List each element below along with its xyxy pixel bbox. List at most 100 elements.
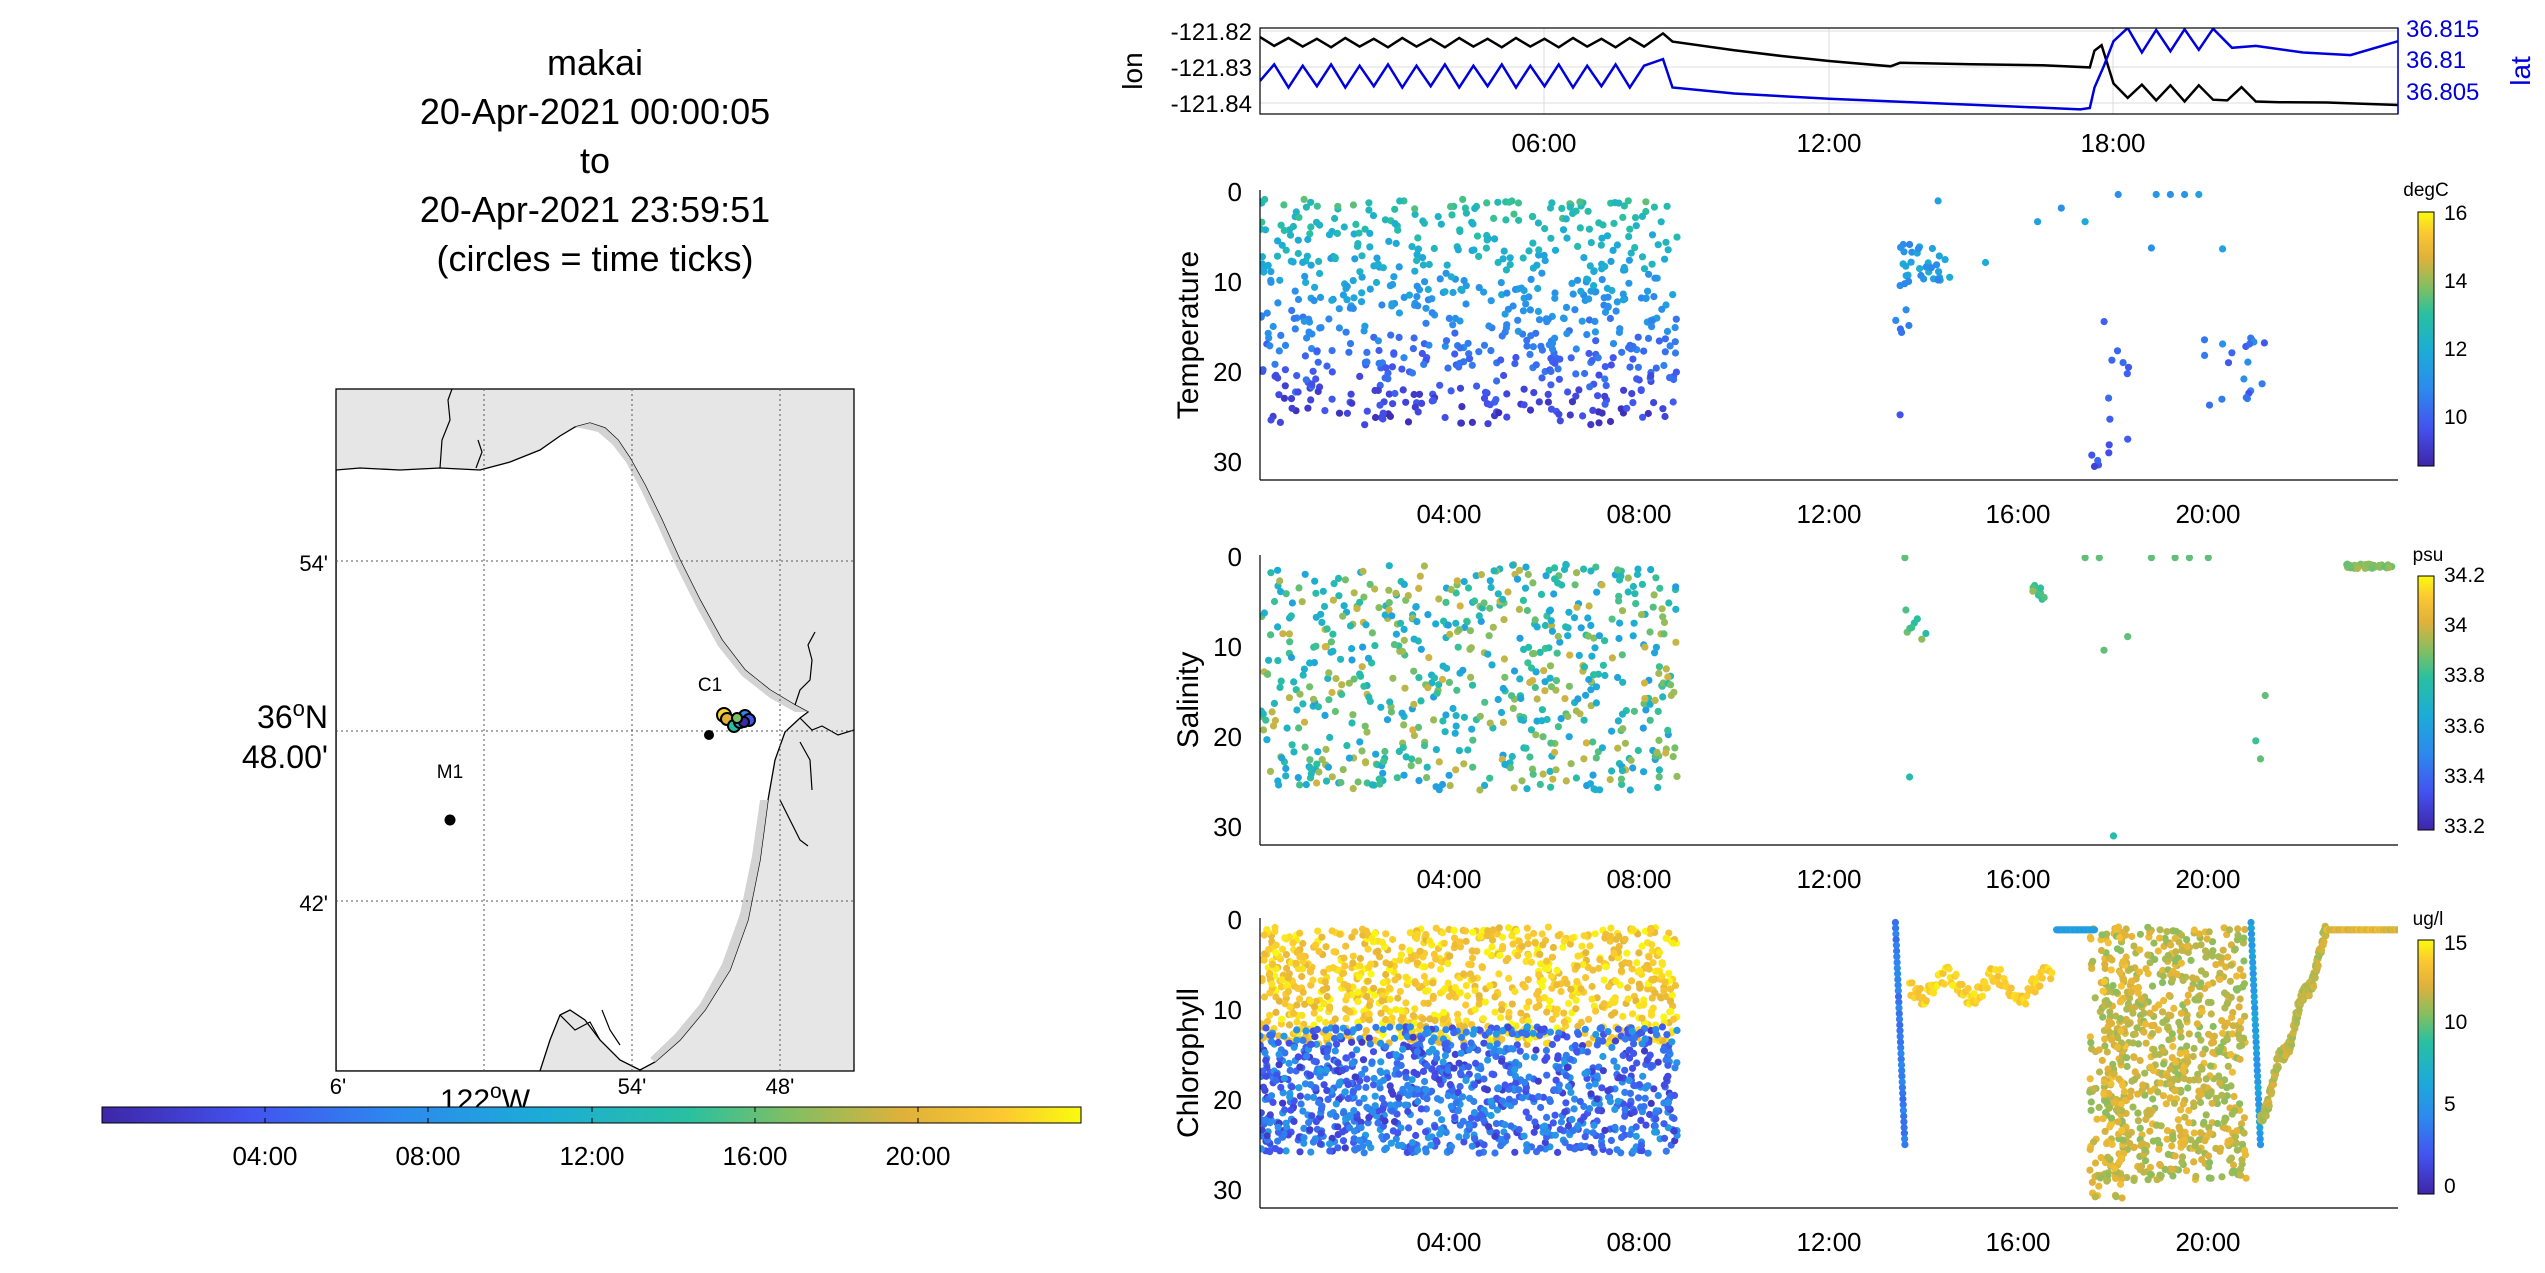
temperature-point xyxy=(1644,287,1652,295)
salinity-point xyxy=(1274,657,1282,665)
chlorophyll-xtick-0800: 08:00 xyxy=(1606,1227,1671,1257)
temperature-point xyxy=(1657,218,1665,226)
chlorophyll-point xyxy=(1296,1092,1304,1100)
temperature-point xyxy=(1572,207,1580,215)
chlorophyll-point xyxy=(1262,1024,1270,1032)
temperature-ytick-10: 10 xyxy=(1213,267,1242,297)
temperature-point xyxy=(2105,441,2113,449)
chlorophyll-point xyxy=(1378,1094,1386,1103)
chlorophyll-point xyxy=(1379,1025,1387,1033)
temperature-point xyxy=(2124,435,2132,443)
chlorophyll-point xyxy=(2227,961,2235,969)
chlorophyll-point xyxy=(2089,1138,2098,1146)
chlorophyll-point xyxy=(1412,1131,1420,1140)
salinity-point xyxy=(1327,638,1335,646)
chlorophyll-point xyxy=(1436,965,1445,973)
chlorophyll-point xyxy=(2236,965,2244,973)
chlorophyll-point xyxy=(1359,1056,1368,1064)
temperature-point xyxy=(1562,215,1570,223)
chlorophyll-point xyxy=(1475,1149,1483,1157)
chlorophyll-point xyxy=(1523,1023,1531,1031)
chlorophyll-point xyxy=(2151,1051,2159,1059)
temperature-point xyxy=(1343,409,1351,417)
chlorophyll-point xyxy=(2212,1144,2220,1152)
chlorophyll-point xyxy=(1522,1108,1530,1116)
temperature-point xyxy=(1281,366,1289,374)
chlorophyll-point xyxy=(1289,939,1297,947)
chlorophyll-point xyxy=(2231,1107,2239,1115)
salinity-point xyxy=(1381,747,1389,756)
chlorophyll-point xyxy=(1517,1029,1526,1037)
chlorophyll-point xyxy=(2154,947,2162,955)
salinity-point xyxy=(1586,780,1594,788)
salinity-point xyxy=(1650,591,1658,599)
chlorophyll-point xyxy=(2170,1004,2178,1013)
chlorophyll-point xyxy=(1275,1061,1283,1069)
chlorophyll-point xyxy=(1430,950,1438,959)
temperature-point xyxy=(1556,355,1564,363)
temperature-point xyxy=(1461,204,1469,212)
chlorophyll-point xyxy=(2248,947,2256,955)
salinity-point xyxy=(1901,555,1909,562)
chlorophyll-point xyxy=(1360,1149,1368,1157)
chlorophyll-point xyxy=(1267,1092,1276,1100)
chlorophyll-colorbar-unit: ug/l xyxy=(2413,909,2444,930)
chlorophyll-point xyxy=(2117,1027,2125,1035)
chlorophyll-point xyxy=(1970,990,1978,998)
chlorophyll-point xyxy=(2175,938,2183,946)
chlorophyll-point xyxy=(1619,1051,1627,1060)
chlorophyll-point xyxy=(2102,1098,2110,1106)
chlorophyll-point xyxy=(1379,1105,1387,1113)
salinity-point xyxy=(1475,612,1483,620)
chlorophyll-point xyxy=(1260,1067,1267,1075)
salinity-point xyxy=(1414,723,1423,732)
chlorophyll-point xyxy=(1648,975,1656,984)
lonlat-series-group xyxy=(1260,28,2398,111)
salinity-point xyxy=(1433,689,1441,697)
chlorophyll-point xyxy=(1501,1081,1509,1089)
chlorophyll-point xyxy=(1537,1103,1545,1112)
chlorophyll-point xyxy=(2176,1027,2184,1035)
salinity-point xyxy=(1653,748,1661,757)
chlorophyll-point xyxy=(2240,957,2248,965)
chlorophyll-point xyxy=(1588,995,1596,1003)
salinity-point xyxy=(1412,603,1420,611)
salinity-point xyxy=(1639,724,1647,732)
chlorophyll-point xyxy=(1271,1145,1280,1153)
chlorophyll-point xyxy=(1405,1124,1413,1132)
temperature-point xyxy=(1400,354,1408,362)
salinity-point xyxy=(1550,590,1558,598)
chlorophyll-point xyxy=(1630,1081,1638,1090)
salinity-point xyxy=(1463,618,1471,626)
temperature-point xyxy=(1385,390,1393,398)
chlorophyll-point xyxy=(2305,992,2313,1000)
chlorophyll-point xyxy=(2256,1141,2265,1149)
chlorophyll-point xyxy=(1388,1107,1396,1115)
chlorophyll-point xyxy=(1538,930,1546,938)
temperature-point xyxy=(1358,273,1366,281)
temperature-point xyxy=(1529,343,1537,351)
chlorophyll-point xyxy=(1521,1078,1529,1086)
salinity-point xyxy=(1262,716,1270,724)
chlorophyll-point xyxy=(2225,926,2234,934)
chlorophyll-point xyxy=(1462,1001,1470,1009)
temperature-point xyxy=(1469,220,1477,228)
salinity-point xyxy=(1582,739,1590,747)
temperature-point xyxy=(1538,269,1546,277)
temperature-point xyxy=(1624,197,1632,205)
salinity-point xyxy=(1270,699,1278,708)
salinity-xtick-1600: 16:00 xyxy=(1985,864,2050,894)
temperature-point xyxy=(1302,278,1310,286)
chlorophyll-point xyxy=(1326,1147,1334,1155)
chlorophyll-point xyxy=(2137,995,2145,1003)
chlorophyll-point xyxy=(1386,995,1394,1003)
salinity-point xyxy=(2256,755,2265,763)
chlorophyll-point xyxy=(2095,1068,2104,1076)
temperature-point xyxy=(1457,285,1465,294)
salinity-point xyxy=(1580,663,1589,671)
temperature-ytick-30: 30 xyxy=(1213,447,1242,477)
chlorophyll-point xyxy=(1498,1057,1506,1065)
chlorophyll-point xyxy=(1994,972,2002,980)
chlorophyll-point xyxy=(2240,980,2248,988)
temperature-point xyxy=(1648,260,1656,268)
